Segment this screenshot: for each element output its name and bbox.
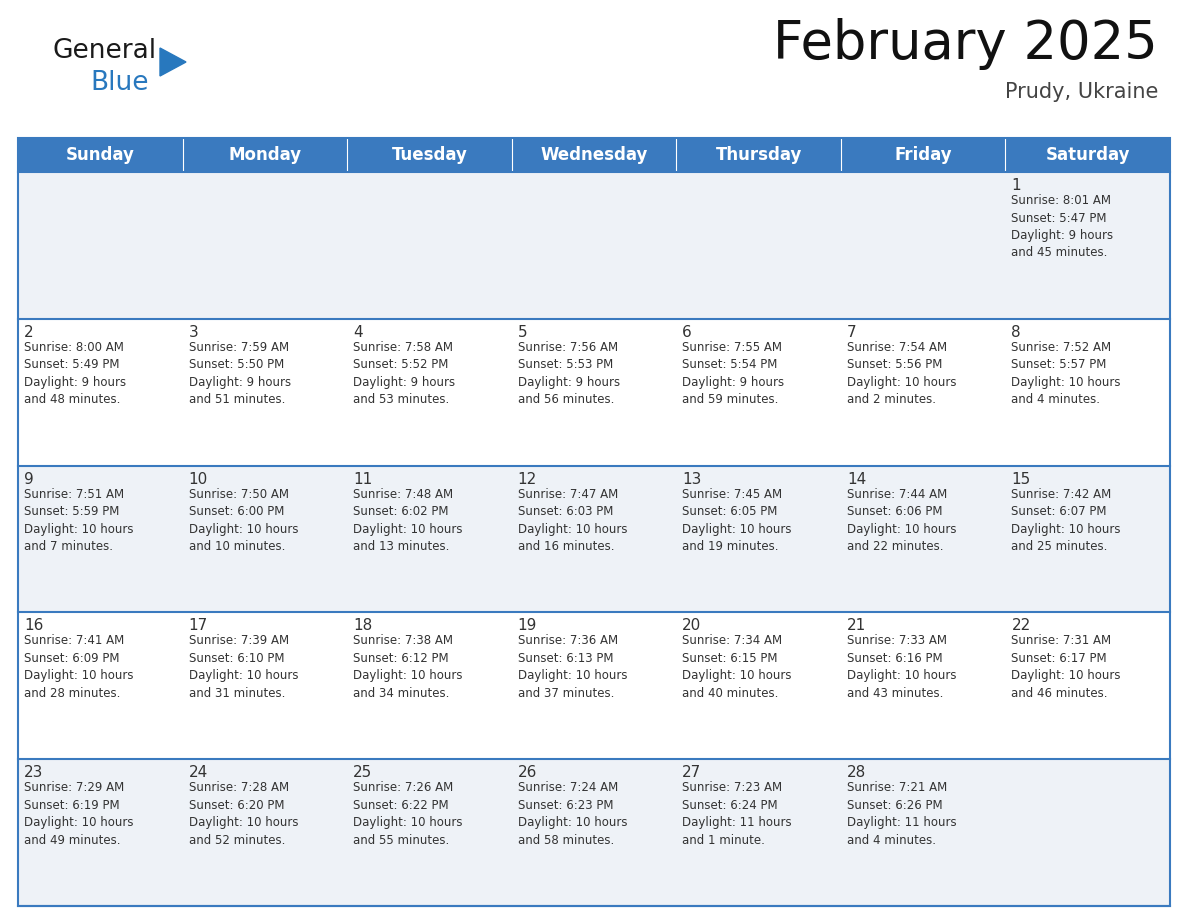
Text: Thursday: Thursday [715, 146, 802, 164]
Text: Sunrise: 7:48 AM
Sunset: 6:02 PM
Daylight: 10 hours
and 13 minutes.: Sunrise: 7:48 AM Sunset: 6:02 PM Dayligh… [353, 487, 462, 554]
Text: Tuesday: Tuesday [392, 146, 467, 164]
Text: 1: 1 [1011, 178, 1020, 193]
Text: 23: 23 [24, 766, 44, 780]
Text: Saturday: Saturday [1045, 146, 1130, 164]
Text: Sunrise: 7:58 AM
Sunset: 5:52 PM
Daylight: 9 hours
and 53 minutes.: Sunrise: 7:58 AM Sunset: 5:52 PM Dayligh… [353, 341, 455, 407]
Bar [841, 138, 1005, 172]
Text: Sunrise: 7:51 AM
Sunset: 5:59 PM
Daylight: 10 hours
and 7 minutes.: Sunrise: 7:51 AM Sunset: 5:59 PM Dayligh… [24, 487, 133, 554]
Text: Wednesday: Wednesday [541, 146, 647, 164]
Text: General: General [52, 38, 156, 64]
Text: Sunrise: 7:28 AM
Sunset: 6:20 PM
Daylight: 10 hours
and 52 minutes.: Sunrise: 7:28 AM Sunset: 6:20 PM Dayligh… [189, 781, 298, 846]
Text: Sunrise: 7:52 AM
Sunset: 5:57 PM
Daylight: 10 hours
and 4 minutes.: Sunrise: 7:52 AM Sunset: 5:57 PM Dayligh… [1011, 341, 1121, 407]
Text: 27: 27 [682, 766, 702, 780]
Text: 9: 9 [24, 472, 33, 487]
Text: 20: 20 [682, 619, 702, 633]
Text: Sunrise: 7:39 AM
Sunset: 6:10 PM
Daylight: 10 hours
and 31 minutes.: Sunrise: 7:39 AM Sunset: 6:10 PM Dayligh… [189, 634, 298, 700]
Text: 26: 26 [518, 766, 537, 780]
Text: Sunrise: 8:00 AM
Sunset: 5:49 PM
Daylight: 9 hours
and 48 minutes.: Sunrise: 8:00 AM Sunset: 5:49 PM Dayligh… [24, 341, 126, 407]
Text: 13: 13 [682, 472, 702, 487]
Text: 22: 22 [1011, 619, 1031, 633]
Text: 11: 11 [353, 472, 372, 487]
Text: 14: 14 [847, 472, 866, 487]
Text: 17: 17 [189, 619, 208, 633]
Text: Sunrise: 7:24 AM
Sunset: 6:23 PM
Daylight: 10 hours
and 58 minutes.: Sunrise: 7:24 AM Sunset: 6:23 PM Dayligh… [518, 781, 627, 846]
Bar [512, 138, 676, 172]
Text: 24: 24 [189, 766, 208, 780]
Text: Prudy, Ukraine: Prudy, Ukraine [1005, 82, 1158, 102]
Text: 19: 19 [518, 619, 537, 633]
Text: 25: 25 [353, 766, 372, 780]
Bar [18, 319, 1170, 465]
Text: Sunday: Sunday [65, 146, 134, 164]
Bar [18, 465, 1170, 612]
Text: Sunrise: 7:44 AM
Sunset: 6:06 PM
Daylight: 10 hours
and 22 minutes.: Sunrise: 7:44 AM Sunset: 6:06 PM Dayligh… [847, 487, 956, 554]
Bar [183, 138, 347, 172]
Text: Sunrise: 7:36 AM
Sunset: 6:13 PM
Daylight: 10 hours
and 37 minutes.: Sunrise: 7:36 AM Sunset: 6:13 PM Dayligh… [518, 634, 627, 700]
Text: Sunrise: 7:59 AM
Sunset: 5:50 PM
Daylight: 9 hours
and 51 minutes.: Sunrise: 7:59 AM Sunset: 5:50 PM Dayligh… [189, 341, 291, 407]
Text: Sunrise: 7:47 AM
Sunset: 6:03 PM
Daylight: 10 hours
and 16 minutes.: Sunrise: 7:47 AM Sunset: 6:03 PM Dayligh… [518, 487, 627, 554]
Text: 8: 8 [1011, 325, 1020, 340]
Text: Sunrise: 7:33 AM
Sunset: 6:16 PM
Daylight: 10 hours
and 43 minutes.: Sunrise: 7:33 AM Sunset: 6:16 PM Dayligh… [847, 634, 956, 700]
Text: 7: 7 [847, 325, 857, 340]
Text: Sunrise: 7:21 AM
Sunset: 6:26 PM
Daylight: 11 hours
and 4 minutes.: Sunrise: 7:21 AM Sunset: 6:26 PM Dayligh… [847, 781, 956, 846]
Text: 28: 28 [847, 766, 866, 780]
Polygon shape [160, 48, 187, 76]
Text: Sunrise: 7:26 AM
Sunset: 6:22 PM
Daylight: 10 hours
and 55 minutes.: Sunrise: 7:26 AM Sunset: 6:22 PM Dayligh… [353, 781, 462, 846]
Text: 12: 12 [518, 472, 537, 487]
Text: Friday: Friday [895, 146, 952, 164]
Text: Sunrise: 7:38 AM
Sunset: 6:12 PM
Daylight: 10 hours
and 34 minutes.: Sunrise: 7:38 AM Sunset: 6:12 PM Dayligh… [353, 634, 462, 700]
Text: 16: 16 [24, 619, 44, 633]
Bar [18, 612, 1170, 759]
Text: Blue: Blue [90, 70, 148, 96]
Text: Sunrise: 7:34 AM
Sunset: 6:15 PM
Daylight: 10 hours
and 40 minutes.: Sunrise: 7:34 AM Sunset: 6:15 PM Dayligh… [682, 634, 791, 700]
Text: 6: 6 [682, 325, 693, 340]
Text: 15: 15 [1011, 472, 1031, 487]
Bar [18, 759, 1170, 906]
Text: 18: 18 [353, 619, 372, 633]
Text: 5: 5 [518, 325, 527, 340]
Bar [1005, 138, 1170, 172]
Text: Sunrise: 7:55 AM
Sunset: 5:54 PM
Daylight: 9 hours
and 59 minutes.: Sunrise: 7:55 AM Sunset: 5:54 PM Dayligh… [682, 341, 784, 407]
Text: 4: 4 [353, 325, 362, 340]
Text: February 2025: February 2025 [773, 18, 1158, 70]
Bar [18, 138, 1170, 906]
Text: Sunrise: 7:50 AM
Sunset: 6:00 PM
Daylight: 10 hours
and 10 minutes.: Sunrise: 7:50 AM Sunset: 6:00 PM Dayligh… [189, 487, 298, 554]
Text: Sunrise: 7:54 AM
Sunset: 5:56 PM
Daylight: 10 hours
and 2 minutes.: Sunrise: 7:54 AM Sunset: 5:56 PM Dayligh… [847, 341, 956, 407]
Text: 21: 21 [847, 619, 866, 633]
Bar [18, 172, 1170, 319]
Text: Sunrise: 7:41 AM
Sunset: 6:09 PM
Daylight: 10 hours
and 28 minutes.: Sunrise: 7:41 AM Sunset: 6:09 PM Dayligh… [24, 634, 133, 700]
Bar [347, 138, 512, 172]
Text: Sunrise: 7:56 AM
Sunset: 5:53 PM
Daylight: 9 hours
and 56 minutes.: Sunrise: 7:56 AM Sunset: 5:53 PM Dayligh… [518, 341, 620, 407]
Text: Sunrise: 7:29 AM
Sunset: 6:19 PM
Daylight: 10 hours
and 49 minutes.: Sunrise: 7:29 AM Sunset: 6:19 PM Dayligh… [24, 781, 133, 846]
Text: Sunrise: 7:45 AM
Sunset: 6:05 PM
Daylight: 10 hours
and 19 minutes.: Sunrise: 7:45 AM Sunset: 6:05 PM Dayligh… [682, 487, 791, 554]
Text: Sunrise: 7:31 AM
Sunset: 6:17 PM
Daylight: 10 hours
and 46 minutes.: Sunrise: 7:31 AM Sunset: 6:17 PM Dayligh… [1011, 634, 1121, 700]
Text: Monday: Monday [228, 146, 302, 164]
Bar [18, 138, 183, 172]
Text: Sunrise: 8:01 AM
Sunset: 5:47 PM
Daylight: 9 hours
and 45 minutes.: Sunrise: 8:01 AM Sunset: 5:47 PM Dayligh… [1011, 194, 1113, 260]
Text: 10: 10 [189, 472, 208, 487]
Text: Sunrise: 7:23 AM
Sunset: 6:24 PM
Daylight: 11 hours
and 1 minute.: Sunrise: 7:23 AM Sunset: 6:24 PM Dayligh… [682, 781, 792, 846]
Text: Sunrise: 7:42 AM
Sunset: 6:07 PM
Daylight: 10 hours
and 25 minutes.: Sunrise: 7:42 AM Sunset: 6:07 PM Dayligh… [1011, 487, 1121, 554]
Text: 3: 3 [189, 325, 198, 340]
Text: 2: 2 [24, 325, 33, 340]
Bar [676, 138, 841, 172]
